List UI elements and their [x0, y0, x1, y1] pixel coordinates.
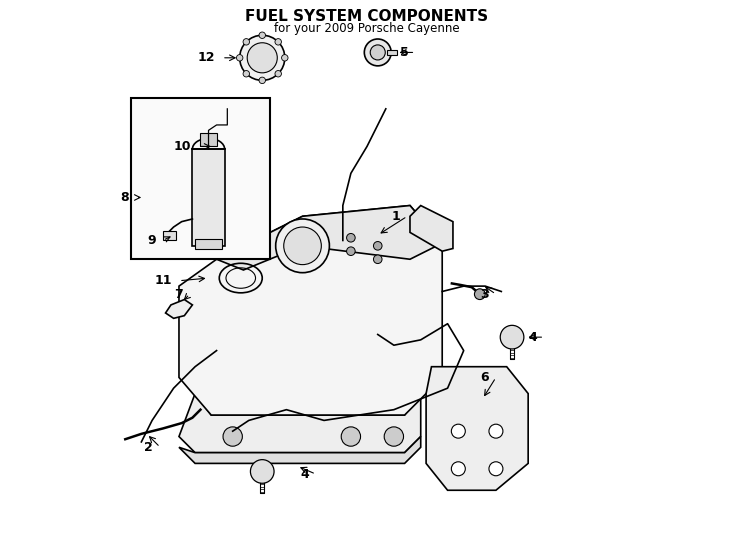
Polygon shape	[217, 206, 442, 270]
Text: 12: 12	[197, 51, 215, 64]
Text: 2: 2	[145, 441, 153, 454]
Circle shape	[240, 35, 285, 80]
Circle shape	[501, 325, 524, 349]
Text: FUEL SYSTEM COMPONENTS: FUEL SYSTEM COMPONENTS	[245, 9, 489, 24]
Text: 3: 3	[480, 288, 489, 301]
Text: 4: 4	[528, 330, 537, 343]
Circle shape	[341, 427, 360, 446]
Polygon shape	[410, 206, 453, 251]
Circle shape	[250, 460, 274, 483]
Circle shape	[374, 241, 382, 250]
Polygon shape	[166, 300, 192, 319]
Circle shape	[275, 71, 281, 77]
Polygon shape	[179, 394, 421, 453]
Text: 10: 10	[173, 140, 191, 153]
Circle shape	[370, 45, 385, 60]
Text: 11: 11	[154, 274, 172, 287]
Circle shape	[284, 227, 321, 265]
Text: 9: 9	[148, 234, 156, 247]
Circle shape	[243, 39, 250, 45]
Bar	[195, 239, 222, 248]
Circle shape	[247, 43, 277, 73]
Circle shape	[474, 289, 485, 300]
Circle shape	[451, 424, 465, 438]
Circle shape	[259, 32, 266, 38]
Circle shape	[489, 462, 503, 476]
Text: 8: 8	[120, 191, 129, 204]
Text: 4: 4	[300, 468, 309, 481]
Bar	[388, 50, 397, 55]
Circle shape	[346, 247, 355, 255]
Circle shape	[451, 462, 465, 476]
Bar	[192, 149, 225, 246]
Bar	[200, 133, 217, 146]
Circle shape	[346, 233, 355, 242]
Circle shape	[223, 427, 242, 446]
Circle shape	[236, 55, 243, 61]
Text: for your 2009 Porsche Cayenne: for your 2009 Porsche Cayenne	[275, 22, 459, 35]
Polygon shape	[426, 367, 528, 490]
Circle shape	[276, 219, 330, 273]
Circle shape	[374, 255, 382, 264]
Circle shape	[364, 39, 391, 66]
Text: 7: 7	[174, 288, 183, 301]
Circle shape	[384, 427, 404, 446]
Circle shape	[243, 71, 250, 77]
Polygon shape	[179, 206, 442, 415]
Bar	[131, 98, 270, 259]
Polygon shape	[179, 436, 421, 463]
Circle shape	[489, 424, 503, 438]
Text: 5: 5	[399, 46, 408, 59]
Circle shape	[282, 55, 288, 61]
Circle shape	[275, 39, 281, 45]
Circle shape	[259, 77, 266, 84]
Text: 1: 1	[391, 210, 400, 223]
Bar	[163, 231, 176, 240]
Text: 6: 6	[480, 371, 489, 384]
